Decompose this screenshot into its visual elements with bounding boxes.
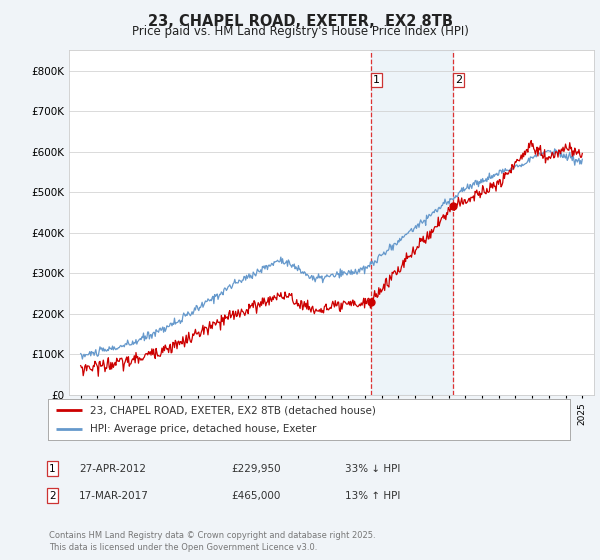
Text: £465,000: £465,000 [231,491,280,501]
Text: 23, CHAPEL ROAD, EXETER,  EX2 8TB: 23, CHAPEL ROAD, EXETER, EX2 8TB [148,14,452,29]
Text: 23, CHAPEL ROAD, EXETER, EX2 8TB (detached house): 23, CHAPEL ROAD, EXETER, EX2 8TB (detach… [90,405,376,415]
Text: Price paid vs. HM Land Registry's House Price Index (HPI): Price paid vs. HM Land Registry's House … [131,25,469,38]
Text: 1: 1 [373,74,380,85]
Text: 2: 2 [455,74,463,85]
Text: 17-MAR-2017: 17-MAR-2017 [79,491,149,501]
Text: £229,950: £229,950 [231,464,281,474]
Text: 13% ↑ HPI: 13% ↑ HPI [345,491,400,501]
Text: 33% ↓ HPI: 33% ↓ HPI [345,464,400,474]
Text: 2: 2 [49,491,56,501]
Bar [371,50,453,395]
Text: 1: 1 [49,464,56,474]
Text: 27-APR-2012: 27-APR-2012 [79,464,146,474]
Text: Contains HM Land Registry data © Crown copyright and database right 2025.
This d: Contains HM Land Registry data © Crown c… [49,531,376,552]
Text: HPI: Average price, detached house, Exeter: HPI: Average price, detached house, Exet… [90,424,316,433]
